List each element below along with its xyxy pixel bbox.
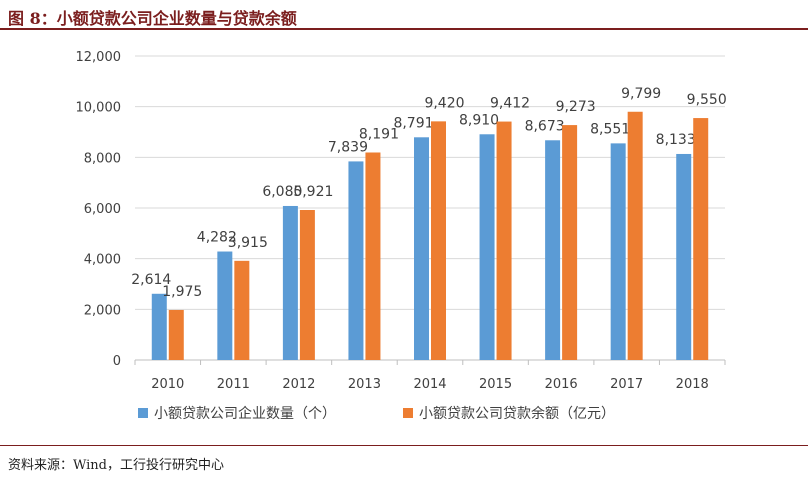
data-label: 9,273 <box>556 99 596 115</box>
x-tick-label: 2018 <box>676 377 709 392</box>
bar-company-count <box>151 293 167 360</box>
data-label: 5,921 <box>293 184 333 200</box>
bar-company-count <box>414 137 429 360</box>
x-tick-label: 2011 <box>217 377 250 392</box>
bar-company-count <box>217 251 233 360</box>
legend-label: 小额贷款公司企业数量（个） <box>154 405 336 422</box>
data-label: 6,080 <box>262 184 302 200</box>
bar-loan-balance <box>299 210 315 360</box>
bar-loan-balance <box>365 152 381 360</box>
legend-label: 小额贷款公司贷款余额（亿元） <box>419 405 615 422</box>
bar-loan-balance <box>234 260 250 360</box>
bar-loan-balance <box>431 121 446 360</box>
bar-company-count <box>676 153 692 360</box>
bar-loan-balance <box>496 121 512 360</box>
data-label: 9,420 <box>424 95 464 111</box>
figure-header: 图 8：小额贷款公司企业数量与贷款余额 <box>0 0 808 30</box>
data-label: 3,915 <box>228 235 268 251</box>
data-label: 8,673 <box>525 118 565 134</box>
x-tick-label: 2010 <box>151 377 184 392</box>
bar-loan-balance <box>168 309 184 360</box>
data-label: 9,799 <box>621 86 661 102</box>
data-label: 8,133 <box>656 132 696 148</box>
data-label: 7,839 <box>328 139 368 155</box>
bar-loan-balance <box>627 111 643 360</box>
bar-company-count <box>348 161 364 360</box>
x-tick-label: 2014 <box>413 377 446 392</box>
y-tick-label: 12,000 <box>76 50 122 65</box>
bar-company-count <box>610 143 626 360</box>
bar-chart: 0 2,000 4,000 6,000 8,000 10,000 12,000 2010 2,6… <box>76 50 727 422</box>
chart-area: 0 2,000 4,000 6,000 8,000 10,000 12,000 2010 2,6… <box>0 30 808 443</box>
figure-title: 图 8：小额贷款公司企业数量与贷款余额 <box>8 9 297 28</box>
y-tick-label: 0 <box>113 354 121 369</box>
data-label: 9,550 <box>687 92 727 108</box>
bar-loan-balance <box>693 118 709 360</box>
figure-footer: 资料来源：Wind，工行投行研究中心 <box>0 445 808 478</box>
data-label: 4,282 <box>197 230 237 246</box>
x-tick-label: 2012 <box>282 377 315 392</box>
x-tick-label: 2013 <box>348 377 381 392</box>
bar-loan-balance <box>562 125 578 360</box>
x-tick-label: 2015 <box>479 377 512 392</box>
source-note: 资料来源：Wind，工行投行研究中心 <box>8 458 224 473</box>
y-tick-label: 6,000 <box>84 202 121 217</box>
y-tick-label: 4,000 <box>84 253 121 268</box>
data-label: 9,412 <box>490 96 530 112</box>
bar-company-count <box>545 140 561 360</box>
data-label: 1,975 <box>162 284 202 300</box>
legend-swatch <box>403 408 413 418</box>
x-tick-label: 2016 <box>545 377 578 392</box>
bar-company-count <box>479 134 495 360</box>
data-label: 8,551 <box>590 121 630 137</box>
data-label: 8,791 <box>393 115 433 131</box>
data-label: 2,614 <box>131 272 171 288</box>
y-tick-label: 10,000 <box>76 101 122 116</box>
bar-company-count <box>282 205 298 360</box>
legend-swatch <box>138 408 148 418</box>
x-tick-label: 2017 <box>610 377 643 392</box>
y-tick-label: 2,000 <box>84 303 121 318</box>
y-tick-label: 8,000 <box>84 151 121 166</box>
data-label: 8,191 <box>359 126 399 142</box>
data-label: 8,910 <box>459 112 499 128</box>
